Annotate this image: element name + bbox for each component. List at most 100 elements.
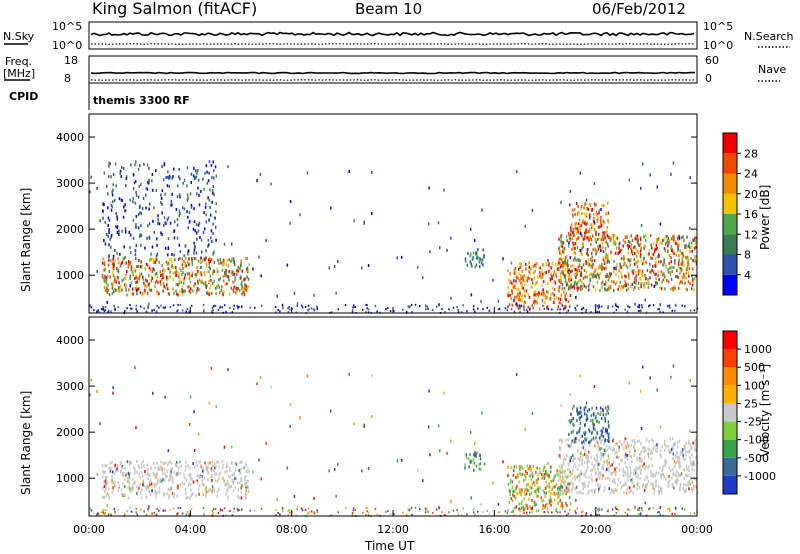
scatter-cell xyxy=(191,256,193,260)
scatter-cell xyxy=(227,368,229,372)
scatter-cell xyxy=(565,281,568,285)
scatter-cell xyxy=(643,462,645,466)
scatter-cell xyxy=(558,237,560,241)
scatter-cell xyxy=(120,488,123,492)
scatter-cell xyxy=(558,279,560,283)
scatter-cell xyxy=(657,270,660,274)
scatter-cell xyxy=(213,488,216,492)
scatter-cell xyxy=(524,477,527,481)
scatter-cell xyxy=(550,293,552,297)
scatter-cell xyxy=(154,473,157,477)
scatter-cell xyxy=(138,465,140,469)
scatter-cell xyxy=(684,458,686,462)
scatter-cell xyxy=(651,268,653,272)
scatter-cell xyxy=(374,507,377,510)
scatter-cell xyxy=(652,252,654,256)
scatter-cell xyxy=(639,242,642,246)
scatter-cell xyxy=(615,273,617,277)
scatter-cell xyxy=(233,507,235,510)
scatter-cell xyxy=(534,290,537,294)
colorbar-tick-label: 16 xyxy=(744,208,758,221)
scatter-cell xyxy=(580,204,583,208)
scatter-cell xyxy=(552,479,554,483)
scatter-cell xyxy=(139,483,141,487)
scatter-cell xyxy=(166,276,169,280)
scatter-cell xyxy=(606,409,608,413)
scatter-cell xyxy=(337,308,339,311)
scatter-cell xyxy=(408,306,410,309)
scatter-cell xyxy=(617,306,619,309)
scatter-cell xyxy=(206,478,209,481)
scatter-cell xyxy=(607,476,609,480)
scatter-cell xyxy=(354,306,356,308)
scatter-cell xyxy=(593,228,596,231)
scatter-cell xyxy=(676,459,678,463)
y-tick-label: 3000 xyxy=(56,177,84,190)
scatter-cell xyxy=(212,309,214,312)
scatter-cell xyxy=(578,490,581,494)
scatter-cell xyxy=(648,305,650,308)
scatter-cell xyxy=(640,259,643,263)
scatter-cell xyxy=(597,273,600,277)
scatter-cell xyxy=(119,285,121,289)
scatter-cell xyxy=(585,401,588,405)
scatter-cell xyxy=(260,304,263,307)
scatter-cell xyxy=(211,189,214,192)
scatter-cell xyxy=(659,449,662,453)
scatter-cell xyxy=(649,304,651,307)
scatter-cell xyxy=(678,439,681,443)
x-tick-label: 12:00 xyxy=(377,523,409,536)
scatter-cell xyxy=(597,466,599,470)
scatter-cell xyxy=(660,270,663,274)
scatter-cell xyxy=(123,485,126,488)
scatter-cell xyxy=(583,442,586,445)
scatter-cell xyxy=(573,424,575,428)
scatter-cell xyxy=(232,489,235,493)
scatter-cell xyxy=(450,296,452,300)
scatter-cell xyxy=(103,513,106,516)
scatter-cell xyxy=(601,262,603,266)
scatter-cell xyxy=(114,307,116,310)
scatter-cell xyxy=(587,455,590,459)
scatter-cell xyxy=(624,455,627,459)
scatter-cell xyxy=(153,511,155,514)
scatter-cell xyxy=(492,278,494,282)
scatter-cell xyxy=(647,447,649,451)
scatter-cell xyxy=(518,296,520,300)
scatter-cell xyxy=(153,258,155,262)
scatter-cell xyxy=(265,238,267,242)
scatter-cell xyxy=(508,303,511,307)
scatter-cell xyxy=(114,511,116,514)
scatter-cell xyxy=(363,221,365,225)
colorbar-tick-label: 24 xyxy=(744,168,758,181)
scatter-cell xyxy=(637,310,640,312)
scatter-cell xyxy=(104,464,107,468)
scatter-cell xyxy=(685,268,688,271)
scatter-cell xyxy=(148,490,151,494)
scatter-cell xyxy=(542,293,544,297)
scatter-cell xyxy=(179,506,182,509)
scatter-cell xyxy=(604,416,606,420)
scatter-cell xyxy=(150,279,153,283)
scatter-cell xyxy=(353,422,355,426)
scatter-cell xyxy=(519,279,521,283)
scatter-cell xyxy=(602,246,604,250)
scatter-cell xyxy=(587,484,589,488)
scatter-cell xyxy=(584,484,586,488)
scatter-cell xyxy=(221,466,224,470)
scatter-cell xyxy=(584,449,586,453)
scatter-cell xyxy=(643,488,646,492)
scatter-cell xyxy=(169,473,171,477)
scatter-cell xyxy=(623,491,625,495)
scatter-cell xyxy=(588,236,590,240)
scatter-cell xyxy=(516,306,519,309)
scatter-cell xyxy=(189,291,192,295)
scatter-cell xyxy=(154,466,157,470)
scatter-cell xyxy=(167,291,170,295)
scatter-cell xyxy=(472,251,475,255)
scatter-cell xyxy=(541,299,544,303)
scatter-cell xyxy=(611,305,614,308)
scatter-cell xyxy=(556,511,559,514)
scatter-cell xyxy=(640,246,642,250)
scatter-cell xyxy=(539,467,541,471)
